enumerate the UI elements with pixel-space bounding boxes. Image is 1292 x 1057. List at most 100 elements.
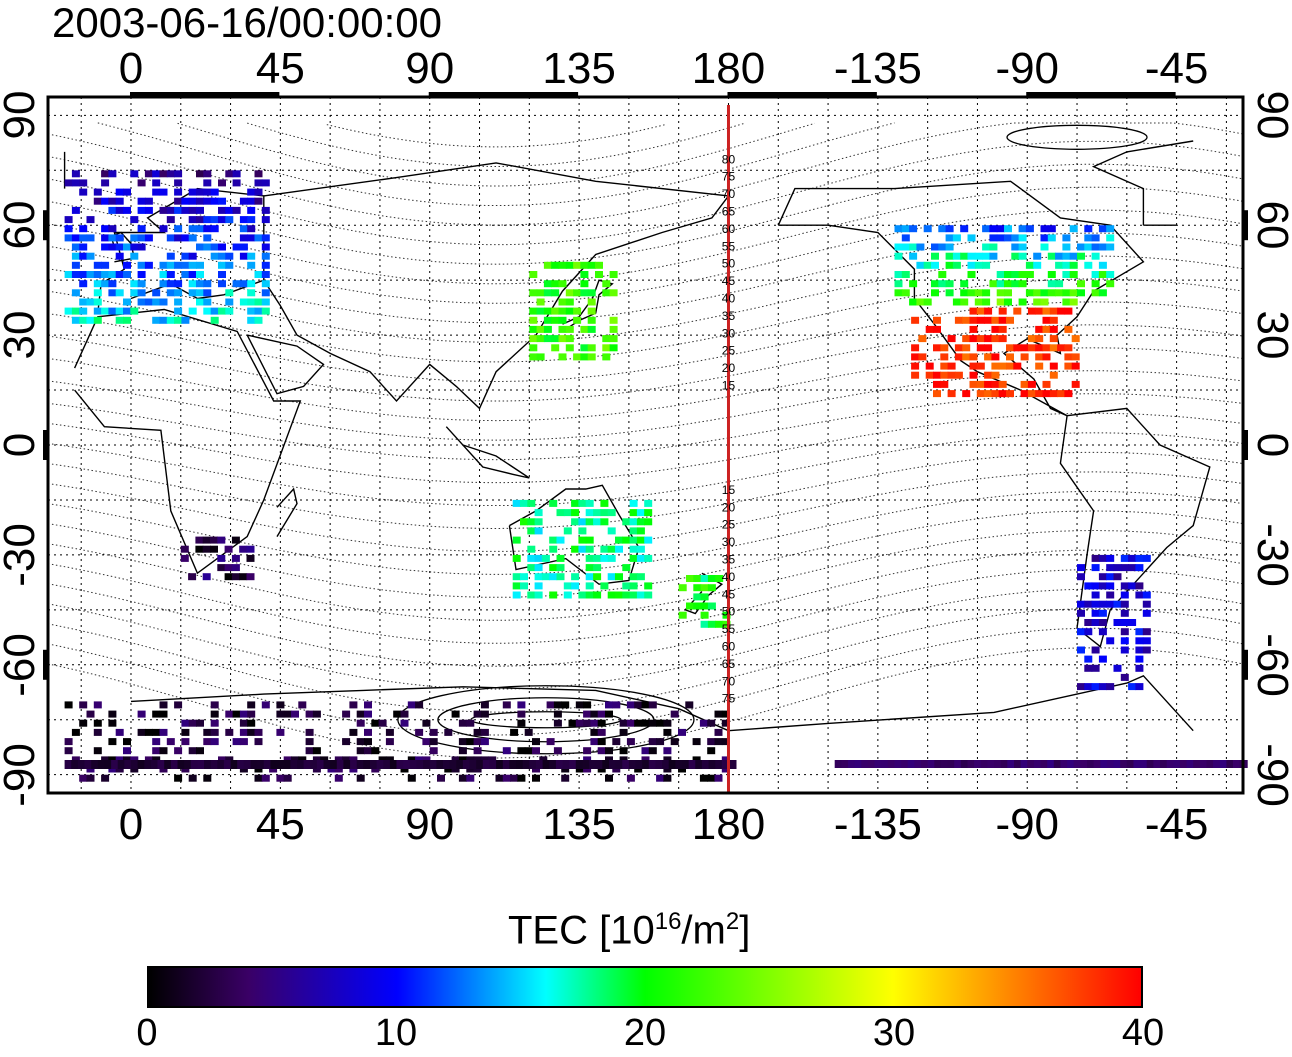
tec-cell — [991, 380, 1000, 388]
tec-cell — [894, 760, 903, 768]
tec-cell — [969, 316, 978, 324]
tec-cell — [529, 344, 538, 352]
tec-cell — [597, 710, 606, 718]
tec-cell — [580, 280, 589, 288]
tec-cell — [210, 760, 219, 769]
tec-cell — [1064, 307, 1073, 315]
tec-cell — [137, 298, 146, 306]
tec-cell — [571, 518, 580, 526]
tec-cell — [998, 325, 1007, 333]
tec-cell — [551, 261, 560, 269]
tec-cell — [64, 760, 73, 769]
tec-cell — [1047, 280, 1056, 288]
axis-tick-label: -90 — [0, 742, 44, 807]
tec-cell — [429, 747, 438, 755]
axis-tick-label: 30 — [1248, 310, 1292, 360]
tec-cell — [678, 728, 686, 736]
tec-cell — [210, 728, 219, 736]
tec-cell — [1106, 637, 1115, 645]
tec-cell — [969, 380, 978, 388]
tec-cell — [916, 261, 925, 269]
tec-cell — [536, 760, 544, 769]
tec-cell — [527, 564, 536, 572]
meridian-label: 15 — [722, 378, 736, 392]
tec-cell — [626, 701, 635, 709]
tec-cell — [940, 371, 949, 379]
tec-cell — [692, 738, 701, 746]
tec-cell — [622, 591, 631, 599]
tec-cell — [261, 252, 270, 260]
tec-cell — [1106, 564, 1115, 572]
tec-cell — [940, 760, 949, 768]
tec-cell — [181, 719, 190, 727]
tec-cell — [512, 591, 521, 599]
tec-cell — [721, 760, 730, 769]
meridian-label: 25 — [722, 344, 736, 358]
tec-cell — [655, 760, 664, 769]
tec-cell — [1120, 673, 1129, 681]
tec-cell — [587, 316, 596, 324]
tec-cell — [196, 289, 204, 297]
map-title: 2003-06-16/00:00:00 — [52, 0, 442, 46]
tec-cell — [246, 573, 255, 581]
tec-cell — [159, 701, 168, 709]
tec-cell — [1004, 234, 1012, 242]
tec-cell — [152, 179, 161, 187]
tec-cell — [980, 760, 989, 768]
tec-cell — [174, 280, 183, 288]
tec-cell — [563, 582, 572, 590]
tec-cell — [700, 575, 709, 582]
tec-cell — [166, 271, 175, 278]
tec-cell — [239, 728, 248, 736]
tec-cell — [644, 518, 653, 526]
tec-cell — [283, 774, 292, 782]
tec-cell — [907, 760, 916, 768]
tec-cell — [1091, 252, 1100, 260]
tec-cell — [1006, 390, 1014, 398]
tec-cell — [276, 774, 285, 782]
tec-cell — [166, 252, 175, 260]
tec-cell — [532, 738, 540, 746]
tec-cell — [196, 298, 204, 306]
tec-cell — [254, 774, 263, 782]
tec-cell — [1035, 335, 1044, 343]
tec-cell — [524, 747, 533, 755]
tec-cell — [991, 371, 1000, 379]
tec-cell — [130, 234, 139, 242]
tec-cell — [991, 390, 1000, 398]
tec-cell — [1106, 760, 1115, 768]
tec-cell — [607, 545, 616, 553]
tec-cell — [529, 760, 538, 769]
tec-cell — [520, 582, 528, 590]
tec-cell — [247, 298, 256, 306]
tec-cell — [291, 756, 299, 764]
tec-cell — [93, 747, 102, 755]
tec-cell — [203, 298, 212, 306]
tec-cell — [539, 756, 548, 764]
tec-cell — [1020, 390, 1029, 398]
tec-cell — [984, 307, 993, 315]
tec-cell — [901, 234, 910, 242]
tec-cell — [909, 252, 918, 260]
africa-coast — [73, 308, 302, 575]
tec-cell — [1113, 664, 1122, 672]
tec-cell — [181, 252, 190, 260]
tec-cell — [130, 289, 139, 297]
tec-cell — [203, 170, 212, 178]
colorbar-tick-label: 20 — [623, 1012, 667, 1054]
tec-cell — [1098, 628, 1107, 636]
tec-cell — [1091, 646, 1100, 654]
tec-cell — [605, 701, 613, 709]
tec-cell — [203, 188, 212, 196]
tec-cell — [210, 243, 219, 251]
tec-cell — [239, 243, 248, 251]
tec-cell — [166, 280, 175, 288]
tec-cell — [123, 307, 131, 315]
tec-cell — [556, 536, 565, 544]
tec-cell — [848, 760, 856, 768]
tec-cell — [1120, 564, 1129, 572]
tec-cell — [945, 280, 954, 288]
tec-cell — [894, 225, 903, 233]
tec-cell — [166, 261, 175, 269]
tec-cell — [1093, 760, 1102, 768]
